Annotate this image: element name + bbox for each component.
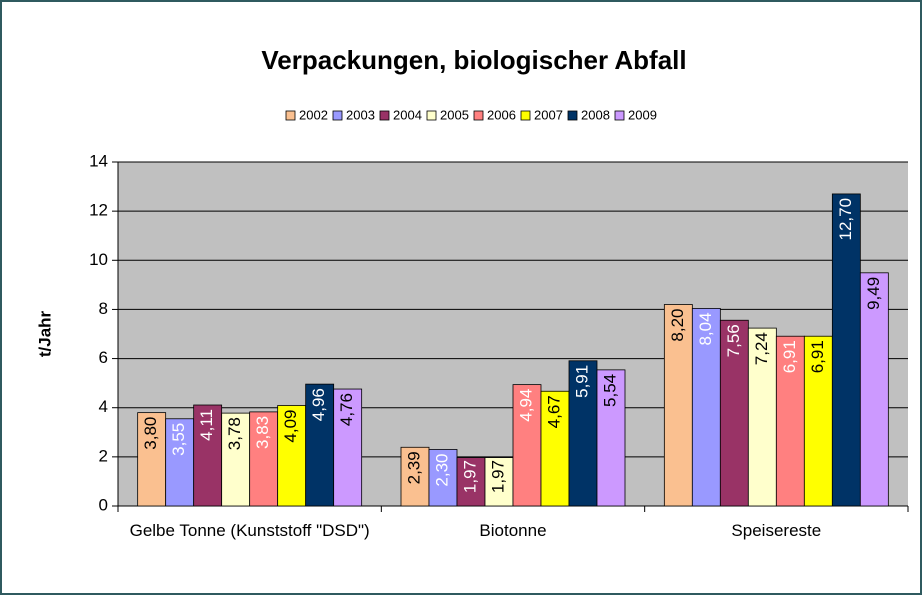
value-label: 4,96 — [309, 388, 328, 421]
legend-label: 2005 — [440, 107, 469, 122]
bar — [719, 319, 749, 507]
bar — [540, 390, 570, 507]
value-label: 7,24 — [752, 332, 771, 365]
value-label: 4,67 — [544, 395, 563, 428]
value-label: 1,97 — [488, 460, 507, 493]
bar — [456, 457, 486, 507]
legend-label: 2004 — [393, 107, 422, 122]
y-tick-label: 10 — [89, 250, 108, 269]
value-label: 12,70 — [836, 198, 855, 241]
x-tick-label-box: Speisereste — [731, 521, 822, 540]
legend-swatch — [426, 110, 437, 121]
value-label: 3,83 — [253, 416, 272, 449]
legend-label: 2007 — [534, 107, 563, 122]
bar — [333, 388, 363, 507]
bar — [484, 457, 514, 507]
value-label: 6,91 — [780, 340, 799, 373]
bar — [831, 193, 861, 507]
y-tick-label: 0 — [99, 495, 108, 514]
y-tick-label: 2 — [99, 446, 108, 465]
legend-swatch — [567, 110, 578, 121]
value-label: 8,04 — [696, 312, 715, 345]
value-label: 5,54 — [600, 374, 619, 407]
bar — [305, 383, 335, 507]
legend-label: 2008 — [581, 107, 610, 122]
bar — [747, 327, 777, 507]
bar — [428, 449, 458, 507]
value-label: 2,30 — [432, 453, 451, 486]
bar — [663, 304, 693, 507]
value-label: 3,55 — [169, 423, 188, 456]
y-tick-label: 14 — [89, 151, 108, 170]
y-tick-label: 4 — [99, 397, 108, 416]
y-tick-label: 12 — [89, 201, 108, 220]
x-tick-label: Gelbe Tonne (Kunststoff "DSD") — [129, 521, 370, 540]
y-tick-label: 6 — [99, 348, 108, 367]
chart-title: Verpackungen, biologischer Abfall — [261, 45, 686, 75]
value-label: 9,49 — [864, 277, 883, 310]
bar — [568, 360, 598, 507]
bar — [165, 418, 195, 507]
value-label: 8,20 — [668, 309, 687, 342]
y-tick-label: 8 — [99, 299, 108, 318]
legend-label: 2003 — [346, 107, 375, 122]
y-axis-label: t/Jahr — [35, 310, 54, 357]
bar — [249, 411, 279, 507]
bar — [193, 404, 223, 507]
bar — [512, 384, 542, 507]
value-label: 4,94 — [516, 389, 535, 422]
value-label: 6,91 — [808, 340, 827, 373]
legend-swatch — [614, 110, 625, 121]
bar — [859, 272, 889, 507]
x-tick-label: Biotonne — [479, 521, 547, 540]
bar — [137, 412, 167, 507]
x-tick-label-box: Gelbe Tonne (Kunststoff "DSD") — [129, 521, 370, 540]
bar — [596, 369, 626, 507]
legend-swatch — [379, 110, 390, 121]
legend-swatch — [520, 110, 531, 121]
bar — [691, 308, 721, 507]
legend-label: 2006 — [487, 107, 516, 122]
legend-label: 2002 — [299, 107, 328, 122]
bar — [277, 405, 307, 507]
value-label: 4,09 — [281, 410, 300, 443]
value-label: 5,91 — [572, 365, 591, 398]
value-label: 2,39 — [404, 451, 423, 484]
legend-swatch — [473, 110, 484, 121]
bar — [400, 446, 430, 507]
value-label: 1,97 — [460, 460, 479, 493]
x-tick-label: Speisereste — [731, 521, 822, 540]
legend-swatch — [332, 110, 343, 121]
value-label: 7,56 — [724, 324, 743, 357]
bar — [775, 335, 805, 507]
value-label: 3,78 — [225, 417, 244, 450]
bar — [221, 412, 251, 507]
x-tick-label-box: Biotonne — [479, 521, 547, 540]
value-label: 4,76 — [337, 393, 356, 426]
legend-swatch — [285, 110, 296, 121]
value-label: 3,80 — [141, 417, 160, 450]
value-label: 4,11 — [197, 409, 216, 441]
legend-label: 2009 — [628, 107, 657, 122]
bar — [803, 335, 833, 507]
